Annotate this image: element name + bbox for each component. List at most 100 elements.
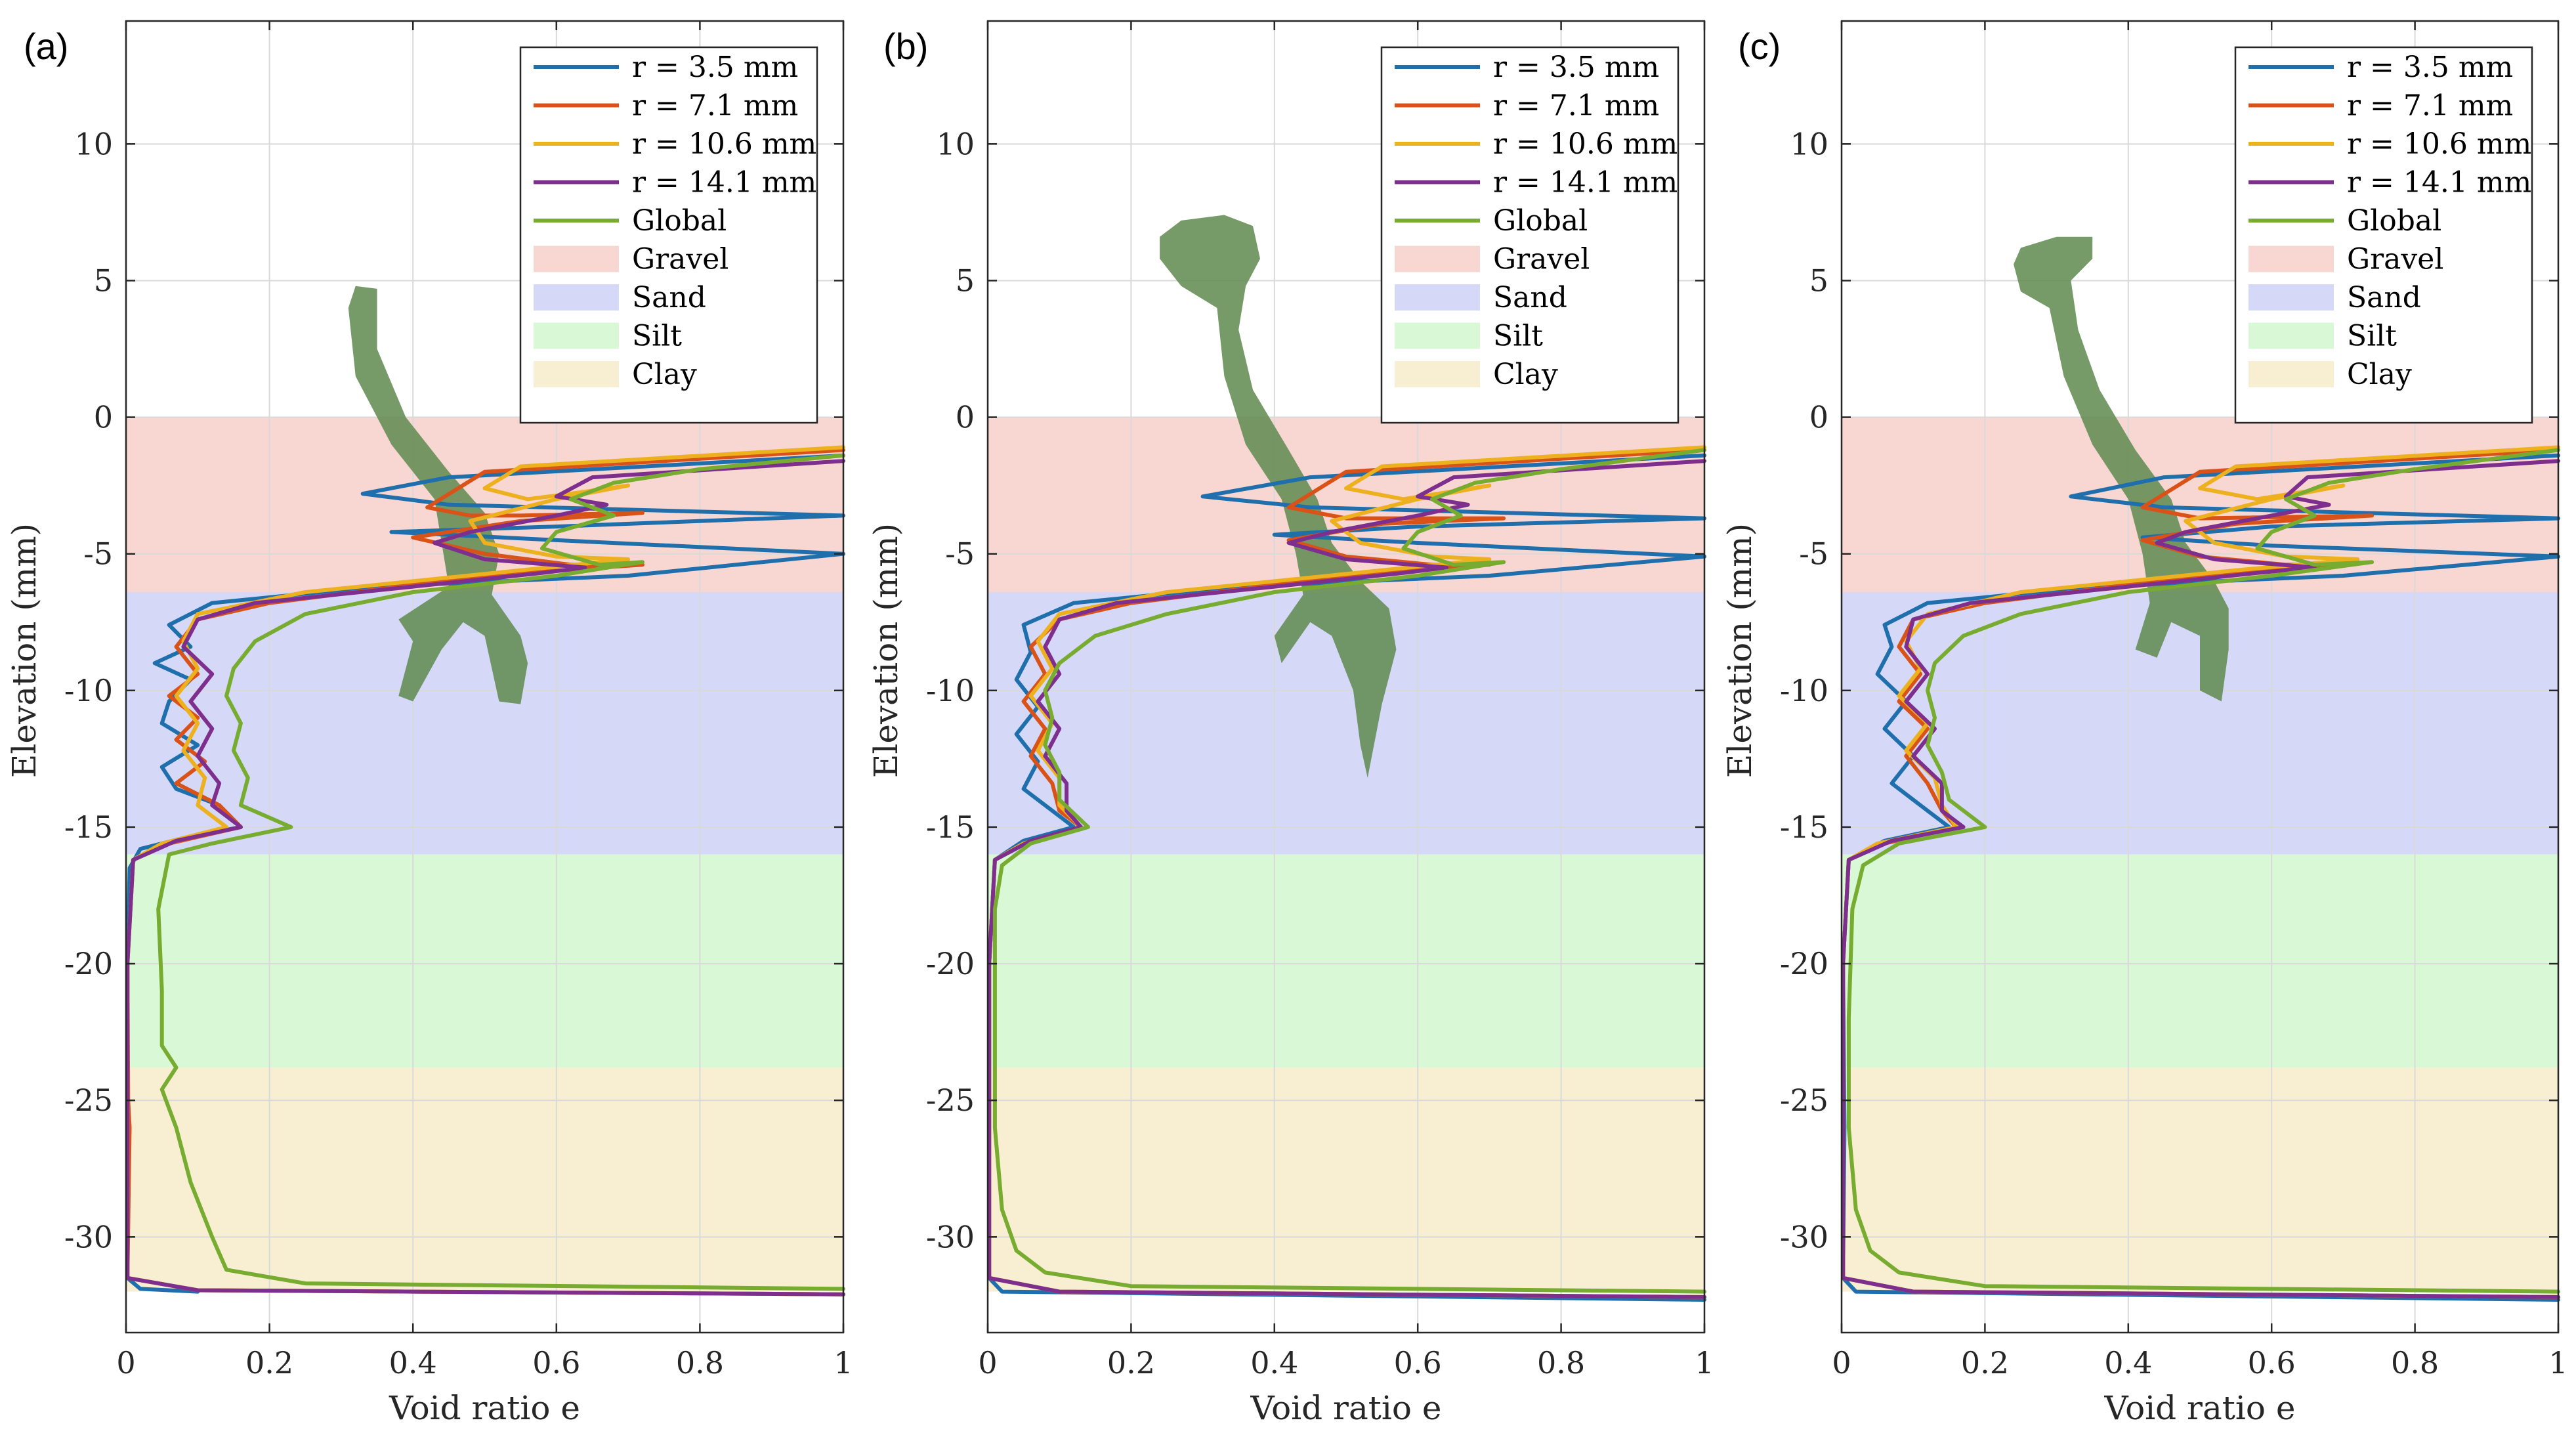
x-tick-label: 1 <box>834 1345 853 1381</box>
x-tick-label: 0.8 <box>676 1345 724 1381</box>
band-silt <box>988 854 1704 1068</box>
legend-entry-label: r = 14.1 mm <box>2347 166 2531 200</box>
y-tick-label: -10 <box>926 673 975 708</box>
legend-swatch-patch <box>534 246 619 272</box>
y-tick-label: 10 <box>1790 126 1828 161</box>
axes-frame <box>1840 20 2560 1334</box>
legend-entry-label: r = 3.5 mm <box>632 51 798 84</box>
legend-swatch-patch <box>2249 361 2334 387</box>
y-tick-label: 10 <box>74 126 113 161</box>
y-tick-label: 0 <box>956 400 975 435</box>
x-tick-label: 0.4 <box>1250 1345 1298 1381</box>
panel-label: (a) <box>24 26 68 67</box>
x-tick-label: 0.6 <box>2248 1345 2296 1381</box>
x-tick-label: 1 <box>1695 1345 1714 1381</box>
x-tick-label: 0 <box>978 1345 997 1381</box>
legend-entry-label: Silt <box>632 320 682 353</box>
panel-label: (c) <box>1738 26 1781 67</box>
x-tick-label: 0.8 <box>1537 1345 1585 1381</box>
legend-swatch-patch <box>2249 322 2334 349</box>
legend-box <box>519 46 818 424</box>
series-line-r-14-1-mm <box>1841 459 2560 1299</box>
legend-entry-label: r = 3.5 mm <box>1493 51 1659 84</box>
series-line-global <box>1846 448 2560 1294</box>
legend-swatch-patch <box>534 322 619 349</box>
y-tick-label: -20 <box>926 946 975 981</box>
y-tick-label: -10 <box>64 673 113 708</box>
y-tick-label: -30 <box>1780 1219 1828 1254</box>
legend-swatch-patch <box>1395 284 1480 311</box>
legend-swatch-patch <box>1395 361 1480 387</box>
x-tick-label: 0.4 <box>389 1345 437 1381</box>
y-axis-title: Elevation (mm) <box>867 523 905 778</box>
legend-swatch-patch <box>2249 284 2334 311</box>
legend-entry-label: Clay <box>1493 358 1558 391</box>
y-tick-label: 5 <box>1809 263 1828 298</box>
y-axis-title: Elevation (mm) <box>1721 523 1759 778</box>
legend: r = 3.5 mm r = 7.1 mm r = 10.6 mm r = 14.1 … <box>1380 46 1679 424</box>
panel-label: (b) <box>883 26 928 67</box>
legend-entry-label: Clay <box>2347 358 2412 391</box>
x-tick-label: 0.2 <box>1961 1345 2009 1381</box>
y-axis-title: Elevation (mm) <box>5 523 43 778</box>
legend-entry-label: r = 14.1 mm <box>1493 166 1678 200</box>
y-tick-label: 5 <box>94 263 113 298</box>
legend-box <box>1380 46 1679 424</box>
legend-entry-label: r = 7.1 mm <box>632 89 798 123</box>
band-clay <box>126 1067 843 1292</box>
x-tick-label: 0.8 <box>2391 1345 2439 1381</box>
legend-entry-label: Sand <box>2347 281 2421 314</box>
x-tick-label: 0 <box>116 1345 135 1381</box>
legend-entry-label: Silt <box>2347 320 2397 353</box>
legend-swatch-patch <box>2249 246 2334 272</box>
y-tick-label: -5 <box>945 536 975 572</box>
x-tick-label: 0.6 <box>532 1345 580 1381</box>
y-tick-label: 5 <box>956 263 975 298</box>
band-clay <box>988 1067 1704 1292</box>
legend-entry-label: r = 3.5 mm <box>2347 51 2513 84</box>
x-axis-title: Void ratio e <box>1250 1389 1442 1427</box>
legend-swatch-patch <box>534 284 619 311</box>
x-tick-label: 0.2 <box>1107 1345 1155 1381</box>
legend-entry-label: r = 10.6 mm <box>2347 127 2531 161</box>
x-tick-label: 0.4 <box>2104 1345 2152 1381</box>
y-tick-label: -15 <box>926 809 975 845</box>
y-tick-label: 0 <box>94 400 113 435</box>
x-tick-label: 0.6 <box>1394 1345 1442 1381</box>
x-axis-title: Void ratio e <box>389 1389 580 1427</box>
legend-entry-label: r = 7.1 mm <box>2347 89 2513 123</box>
panel-c: 0 0.2 0.4 0.6 0.8 1 10 5 0 -5 -10 -15 -20 -25 -30 Void … <box>1721 20 2568 1427</box>
legend-entry-label: Global <box>632 204 727 238</box>
y-tick-label: -15 <box>64 809 113 845</box>
y-tick-label: 0 <box>1809 400 1828 435</box>
legend-swatch-patch <box>534 361 619 387</box>
y-tick-label: -20 <box>64 946 113 981</box>
panel-a: 0 0.2 0.4 0.6 0.8 1 10 5 0 -5 -10 -15 -20 -25 -30 Void … <box>5 20 853 1427</box>
y-tick-label: -25 <box>1780 1082 1828 1118</box>
series-line-global <box>156 453 845 1291</box>
axes-frame <box>125 20 845 1334</box>
legend: r = 3.5 mm r = 7.1 mm r = 10.6 mm r = 14.1 … <box>2234 46 2533 424</box>
x-axis-title: Void ratio e <box>2104 1389 2296 1427</box>
y-tick-label: -20 <box>1780 946 1828 981</box>
legend-entry-label: r = 7.1 mm <box>1493 89 1659 123</box>
legend-entry-label: Sand <box>1493 281 1567 314</box>
axes-frame <box>986 20 1706 1334</box>
legend-entry-label: Gravel <box>1493 243 1590 276</box>
series-line-global <box>992 448 1706 1294</box>
x-tick-label: 0.2 <box>245 1345 293 1381</box>
pore-network-overlay <box>1160 215 1397 778</box>
panel-b: 0 0.2 0.4 0.6 0.8 1 10 5 0 -5 -10 -15 -20 -25 -30 Void … <box>867 20 1714 1427</box>
legend-entry-label: Global <box>1493 204 1588 238</box>
y-tick-label: -5 <box>83 536 113 572</box>
band-silt <box>126 854 843 1068</box>
x-tick-label: 1 <box>2548 1345 2567 1381</box>
y-tick-label: -30 <box>64 1219 113 1254</box>
pore-network-overlay <box>348 286 528 704</box>
y-tick-label: 10 <box>936 126 975 161</box>
legend-entry-label: Gravel <box>632 243 728 276</box>
y-tick-label: -25 <box>64 1082 113 1118</box>
legend-entry-label: Sand <box>632 281 706 314</box>
band-clay <box>1842 1067 2558 1292</box>
